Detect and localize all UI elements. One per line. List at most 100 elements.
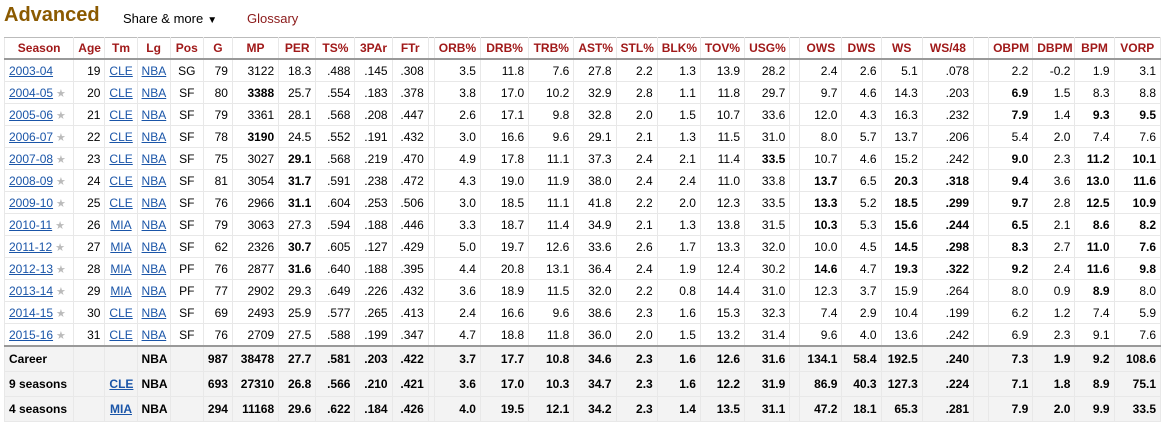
column-header-per[interactable]: PER xyxy=(278,37,317,60)
column-header-usg[interactable]: USG% xyxy=(744,37,791,60)
league-link[interactable]: NBA xyxy=(141,63,167,78)
column-header-bpm[interactable]: BPM xyxy=(1074,37,1115,60)
season-link[interactable]: 2010-11 xyxy=(9,217,53,232)
team-link[interactable]: CLE xyxy=(109,151,133,166)
ts-cell: .591 xyxy=(315,169,356,192)
season-link[interactable]: 2015-16 xyxy=(9,327,54,342)
league-link[interactable]: NBA xyxy=(141,261,167,276)
team-link[interactable]: CLE xyxy=(109,377,134,391)
column-header-ws[interactable]: WS xyxy=(880,37,923,60)
column-header-dbpm[interactable]: DBPM xyxy=(1032,37,1076,60)
usg-cell: 31.0 xyxy=(744,125,791,148)
league-link[interactable]: NBA xyxy=(141,151,167,166)
column-header-orb[interactable]: ORB% xyxy=(433,37,481,60)
ows-cell: 13.3 xyxy=(799,191,843,214)
column-header-season[interactable]: Season xyxy=(3,37,75,60)
team-link[interactable]: CLE xyxy=(109,85,133,100)
glossary-link[interactable]: Glossary xyxy=(247,11,299,26)
season-link[interactable]: 2012-13 xyxy=(9,261,54,276)
team-link[interactable]: MIA xyxy=(110,239,132,254)
league-link[interactable]: NBA xyxy=(141,129,167,144)
column-header-mp[interactable]: MP xyxy=(231,37,280,60)
mp-cell: 2877 xyxy=(231,257,280,280)
league-link[interactable]: NBA xyxy=(141,239,167,254)
season-link[interactable]: 2014-15 xyxy=(9,305,54,320)
trb-cell: 9.6 xyxy=(528,125,575,148)
column-header-trb[interactable]: TRB% xyxy=(528,37,575,60)
season-link[interactable]: 2008-09 xyxy=(9,173,54,188)
league-link[interactable]: NBA xyxy=(141,283,167,298)
table-row: 2008-09 ★ 24 CLE NBA SF 81 3054 31.7.591.238.472… xyxy=(3,169,1162,192)
all-star-icon: ★ xyxy=(56,285,66,298)
column-header-ts[interactable]: TS% xyxy=(315,37,356,60)
column-header-tov[interactable]: TOV% xyxy=(699,37,746,60)
share-more-button[interactable]: Share & more ▼ xyxy=(123,11,217,26)
g-cell: 79 xyxy=(202,103,233,126)
par-cell: .208 xyxy=(354,103,393,126)
league-cell: NBA xyxy=(136,323,171,347)
league-link[interactable]: NBA xyxy=(141,217,167,232)
league-link[interactable]: NBA xyxy=(141,107,167,122)
orb-cell: 4.3 xyxy=(433,169,481,192)
column-header-ws-48[interactable]: WS/48 xyxy=(921,37,975,60)
team-link[interactable]: CLE xyxy=(109,305,133,320)
column-header-stl[interactable]: STL% xyxy=(615,37,658,60)
team-link[interactable]: MIA xyxy=(110,283,132,298)
column-header-dws[interactable]: DWS xyxy=(841,37,882,60)
orb-cell: 4.4 xyxy=(433,257,481,280)
team-link[interactable]: CLE xyxy=(109,129,133,144)
column-header-blk[interactable]: BLK% xyxy=(656,37,701,60)
team-link[interactable]: CLE xyxy=(109,327,133,342)
league-link[interactable]: NBA xyxy=(141,327,167,342)
league-link[interactable]: NBA xyxy=(141,305,167,320)
season-link[interactable]: 2004-05 xyxy=(9,85,54,100)
column-header-lg[interactable]: Lg xyxy=(136,37,171,60)
column-header-age[interactable]: Age xyxy=(73,37,106,60)
column-header-vorp[interactable]: VORP xyxy=(1113,37,1162,60)
ast-cell: 34.6 xyxy=(573,345,617,372)
season-link[interactable]: 2003-04 xyxy=(9,63,54,78)
tov-cell: 12.4 xyxy=(699,257,746,280)
team-link[interactable]: CLE xyxy=(109,107,133,122)
vorp-cell: 7.6 xyxy=(1113,235,1162,258)
ws48-cell: .224 xyxy=(921,371,975,397)
season-link[interactable]: 2011-12 xyxy=(9,239,53,254)
column-header-drb[interactable]: DRB% xyxy=(479,37,530,60)
ftr-cell: .470 xyxy=(391,147,429,170)
column-header-obpm[interactable]: OBPM xyxy=(988,37,1034,60)
column-header-3par[interactable]: 3PAr xyxy=(354,37,393,60)
team-link[interactable]: MIA xyxy=(109,402,132,416)
team-link[interactable]: CLE xyxy=(109,63,133,78)
team-cell: MIA xyxy=(104,257,138,280)
league-link[interactable]: NBA xyxy=(141,195,167,210)
season-link[interactable]: 2009-10 xyxy=(9,195,54,210)
column-header-pos[interactable]: Pos xyxy=(169,37,204,60)
column-header-g[interactable]: G xyxy=(202,37,233,60)
season-link[interactable]: 2006-07 xyxy=(9,129,54,144)
season-link[interactable]: 2005-06 xyxy=(9,107,54,122)
column-header-tm[interactable]: Tm xyxy=(104,37,138,60)
table-row: 2012-13 ★ 28 MIA NBA PF 76 2877 31.6.640.188.395… xyxy=(3,257,1162,280)
team-link[interactable]: CLE xyxy=(109,195,133,210)
league-cell: NBA xyxy=(136,125,171,148)
stl-cell: 2.4 xyxy=(615,257,658,280)
league-cell: NBA xyxy=(136,257,171,280)
column-header-ast[interactable]: AST% xyxy=(573,37,617,60)
age-cell: 24 xyxy=(73,169,106,192)
per-cell: 24.5 xyxy=(278,125,317,148)
ws-cell: 13.7 xyxy=(880,125,923,148)
column-header-ows[interactable]: OWS xyxy=(799,37,843,60)
season-link[interactable]: 2013-14 xyxy=(9,283,54,298)
team-cell: CLE xyxy=(104,147,138,170)
season-link[interactable]: 2007-08 xyxy=(9,151,54,166)
team-link[interactable]: MIA xyxy=(110,261,132,276)
league-link[interactable]: NBA xyxy=(141,173,167,188)
team-link[interactable]: MIA xyxy=(110,217,132,232)
ws-cell: 10.4 xyxy=(880,301,923,324)
team-cell: CLE xyxy=(104,103,138,126)
age-cell xyxy=(73,371,106,397)
team-link[interactable]: CLE xyxy=(109,173,133,188)
column-header-ftr[interactable]: FTr xyxy=(391,37,429,60)
league-link[interactable]: NBA xyxy=(141,85,167,100)
all-star-icon: ★ xyxy=(56,87,66,100)
